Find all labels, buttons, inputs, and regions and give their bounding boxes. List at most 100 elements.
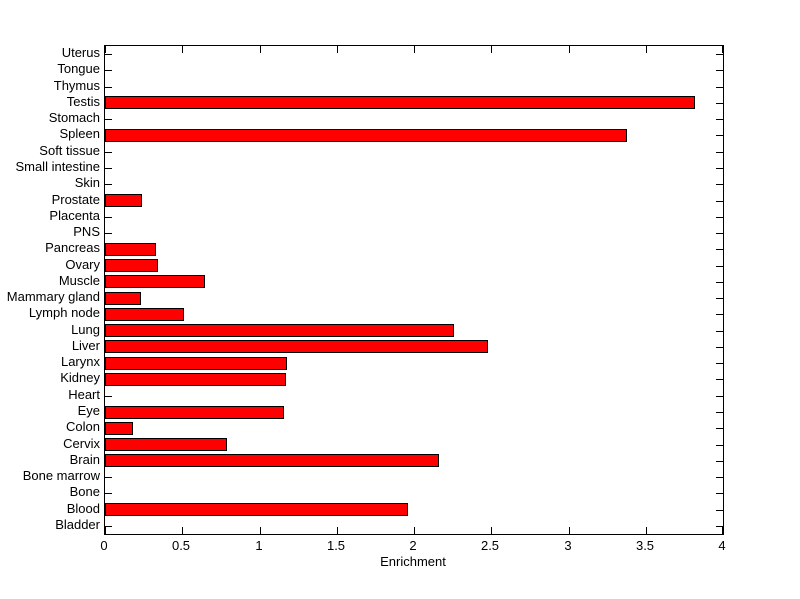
y-tick-label-pns: PNS	[73, 224, 100, 240]
y-tick-label-thymus: Thymus	[53, 77, 100, 93]
y-tick-mark	[716, 233, 723, 234]
bar-liver	[105, 340, 488, 353]
bar-kidney	[105, 373, 286, 386]
plot-area	[104, 45, 724, 535]
y-tick-label-colon: Colon	[66, 419, 100, 435]
x-tick-label-0-5: 0.5	[171, 538, 191, 553]
x-tick-label-1-5: 1.5	[326, 538, 346, 553]
x-tick-mark	[569, 527, 570, 534]
x-tick-mark	[491, 527, 492, 534]
x-tick-mark	[569, 46, 570, 53]
y-tick-label-bladder: Bladder	[55, 516, 100, 532]
x-tick-label-4: 4	[718, 538, 726, 553]
bar-colon	[105, 422, 133, 435]
y-tick-mark	[716, 493, 723, 494]
bar-larynx	[105, 357, 287, 370]
y-tick-mark	[716, 379, 723, 380]
bar-spleen	[105, 129, 627, 142]
x-tick-mark	[646, 46, 647, 53]
y-tick-label-pancreas: Pancreas	[45, 240, 100, 256]
y-tick-mark	[716, 201, 723, 202]
x-tick-mark	[182, 527, 183, 534]
y-tick-mark	[105, 217, 112, 218]
x-tick-mark	[491, 46, 492, 53]
bar-cervix	[105, 438, 227, 451]
y-tick-label-uterus: Uterus	[61, 45, 100, 61]
y-tick-mark	[105, 54, 112, 55]
y-tick-mark	[716, 314, 723, 315]
x-tick-mark	[414, 527, 415, 534]
y-tick-mark	[716, 347, 723, 348]
y-tick-mark	[716, 54, 723, 55]
y-tick-label-testis: Testis	[66, 93, 100, 109]
x-tick-mark	[646, 527, 647, 534]
bar-pancreas	[105, 243, 156, 256]
x-tick-mark	[105, 527, 106, 534]
y-tick-mark	[105, 168, 112, 169]
y-tick-label-bone-marrow: Bone marrow	[22, 468, 100, 484]
y-tick-mark	[105, 87, 112, 88]
x-tick-label-2-5: 2.5	[480, 538, 500, 553]
y-tick-label-blood: Blood	[66, 500, 100, 516]
y-tick-mark	[716, 70, 723, 71]
y-tick-mark	[105, 119, 112, 120]
y-tick-mark	[105, 152, 112, 153]
y-tick-mark	[716, 217, 723, 218]
y-tick-mark	[716, 152, 723, 153]
y-tick-mark	[716, 184, 723, 185]
y-tick-label-tongue: Tongue	[57, 61, 100, 77]
y-tick-mark	[716, 249, 723, 250]
x-tick-mark	[722, 527, 723, 534]
y-tick-mark	[716, 428, 723, 429]
y-tick-mark	[716, 331, 723, 332]
y-axis-tick-labels: Uterus Tongue Thymus Testis Stomach Spleen Sof…	[0, 45, 100, 533]
y-tick-label-soft-tissue: Soft tissue	[39, 142, 100, 158]
y-tick-mark	[716, 396, 723, 397]
bar-lymph-node	[105, 308, 184, 321]
bar-brain	[105, 454, 439, 467]
x-tick-label-2: 2	[409, 538, 417, 553]
x-tick-mark	[260, 46, 261, 53]
bar-prostate	[105, 194, 142, 207]
y-tick-mark	[716, 445, 723, 446]
bar-muscle	[105, 275, 205, 288]
y-tick-mark	[716, 363, 723, 364]
y-tick-mark	[105, 184, 112, 185]
x-tick-mark	[337, 46, 338, 53]
y-tick-label-muscle: Muscle	[58, 272, 100, 288]
y-tick-label-brain: Brain	[69, 451, 100, 467]
x-tick-mark	[337, 527, 338, 534]
y-tick-mark	[105, 396, 112, 397]
bar-ovary	[105, 259, 158, 272]
x-tick-mark	[260, 527, 261, 534]
bar-lung	[105, 324, 454, 337]
x-tick-label-3: 3	[564, 538, 572, 553]
x-tick-label-3-5: 3.5	[635, 538, 655, 553]
y-tick-mark	[716, 135, 723, 136]
y-tick-mark	[716, 526, 723, 527]
y-tick-label-liver: Liver	[71, 337, 100, 353]
bar-eye	[105, 406, 284, 419]
x-tick-label-1: 1	[255, 538, 263, 553]
y-tick-label-kidney: Kidney	[60, 370, 100, 386]
y-tick-mark	[716, 282, 723, 283]
y-tick-label-bone: Bone	[69, 484, 100, 500]
y-tick-label-skin: Skin	[74, 175, 100, 191]
y-tick-label-placenta: Placenta	[49, 207, 100, 223]
x-axis-tick-labels: 0 0.5 1 1.5 2 2.5 3 3.5 4	[100, 538, 726, 554]
y-tick-label-small-intestine: Small intestine	[15, 159, 100, 174]
y-tick-mark	[716, 477, 723, 478]
y-tick-mark	[105, 70, 112, 71]
y-tick-mark	[716, 266, 723, 267]
x-tick-label-0: 0	[100, 538, 108, 553]
y-tick-mark	[716, 461, 723, 462]
y-tick-label-spleen: Spleen	[59, 126, 100, 142]
y-tick-mark	[716, 412, 723, 413]
y-tick-label-stomach: Stomach	[48, 110, 100, 126]
bar-mammary-gland	[105, 292, 141, 305]
y-tick-label-ovary: Ovary	[65, 256, 100, 272]
x-tick-mark	[414, 46, 415, 53]
x-tick-mark	[722, 46, 723, 53]
y-tick-mark	[716, 298, 723, 299]
y-tick-label-prostate: Prostate	[51, 191, 100, 207]
